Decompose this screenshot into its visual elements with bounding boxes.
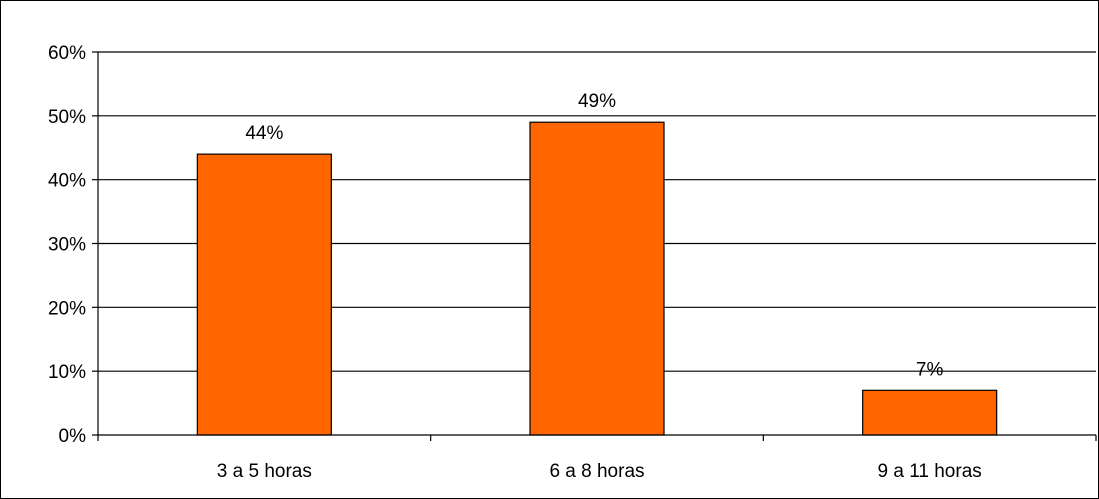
y-tick-label: 60%: [48, 43, 86, 64]
bar: [196, 153, 332, 436]
y-tick-label: 40%: [48, 171, 86, 192]
bars: [196, 121, 998, 436]
labels: 0% 10% 20% 30% 40% 50% 60% 44% 3 a 5 horas 49% 6 a…: [48, 43, 982, 482]
bar: [529, 121, 665, 436]
x-category-label: 9 a 11 horas: [878, 461, 982, 482]
axes: [92, 51, 1097, 441]
data-label: 44%: [245, 123, 283, 144]
y-tick-label: 50%: [48, 107, 86, 128]
y-tick-label: 0%: [59, 426, 87, 447]
x-category-label: 3 a 5 horas: [217, 461, 312, 482]
y-tick-label: 30%: [48, 235, 86, 256]
x-category-label: 6 a 8 horas: [549, 461, 644, 482]
y-tick-label: 20%: [48, 298, 86, 319]
y-tick-label: 10%: [48, 362, 86, 383]
data-label: 49%: [578, 91, 616, 112]
data-label: 7%: [916, 359, 944, 380]
bar: [862, 389, 998, 436]
